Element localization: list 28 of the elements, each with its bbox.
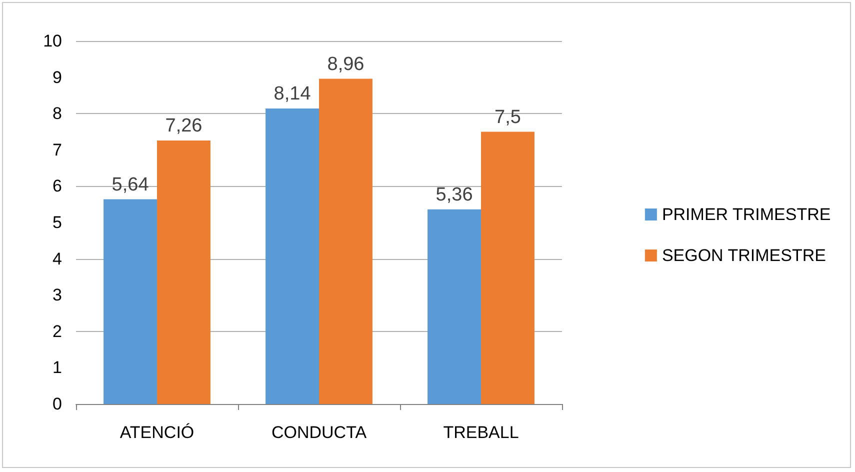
data-label: 7,5 — [494, 106, 521, 128]
bar — [157, 140, 210, 404]
bar — [319, 78, 372, 404]
data-label: 8,14 — [274, 84, 312, 105]
y-tick-label: 8 — [52, 104, 62, 124]
y-tick-label: 7 — [52, 140, 62, 160]
data-label: 5,36 — [436, 184, 473, 206]
bar — [481, 132, 534, 404]
y-tick-label: 0 — [52, 394, 62, 414]
y-tick-label: 10 — [43, 32, 62, 50]
y-tick-label: 4 — [52, 249, 62, 268]
legend-label: SEGON TRIMESTRE — [662, 246, 826, 265]
y-tick-label: 2 — [52, 322, 62, 341]
legend-label: PRIMER TRIMESTRE — [662, 205, 831, 224]
y-tick-label: 5 — [52, 213, 62, 232]
y-tick-label: 3 — [52, 286, 62, 305]
data-label: 5,64 — [112, 174, 150, 196]
x-tick-label: CONDUCTA — [271, 423, 368, 442]
data-label: 8,96 — [327, 54, 364, 75]
y-tick-label: 9 — [52, 68, 62, 87]
y-tick-label: 6 — [52, 176, 62, 196]
data-label: 7,26 — [165, 115, 202, 136]
y-tick-label: 1 — [52, 358, 62, 378]
bar — [266, 108, 319, 404]
bar — [428, 209, 481, 404]
x-tick-label: TREBALL — [443, 423, 519, 442]
bar — [104, 199, 157, 404]
x-tick-label: ATENCIÓ — [120, 423, 194, 442]
